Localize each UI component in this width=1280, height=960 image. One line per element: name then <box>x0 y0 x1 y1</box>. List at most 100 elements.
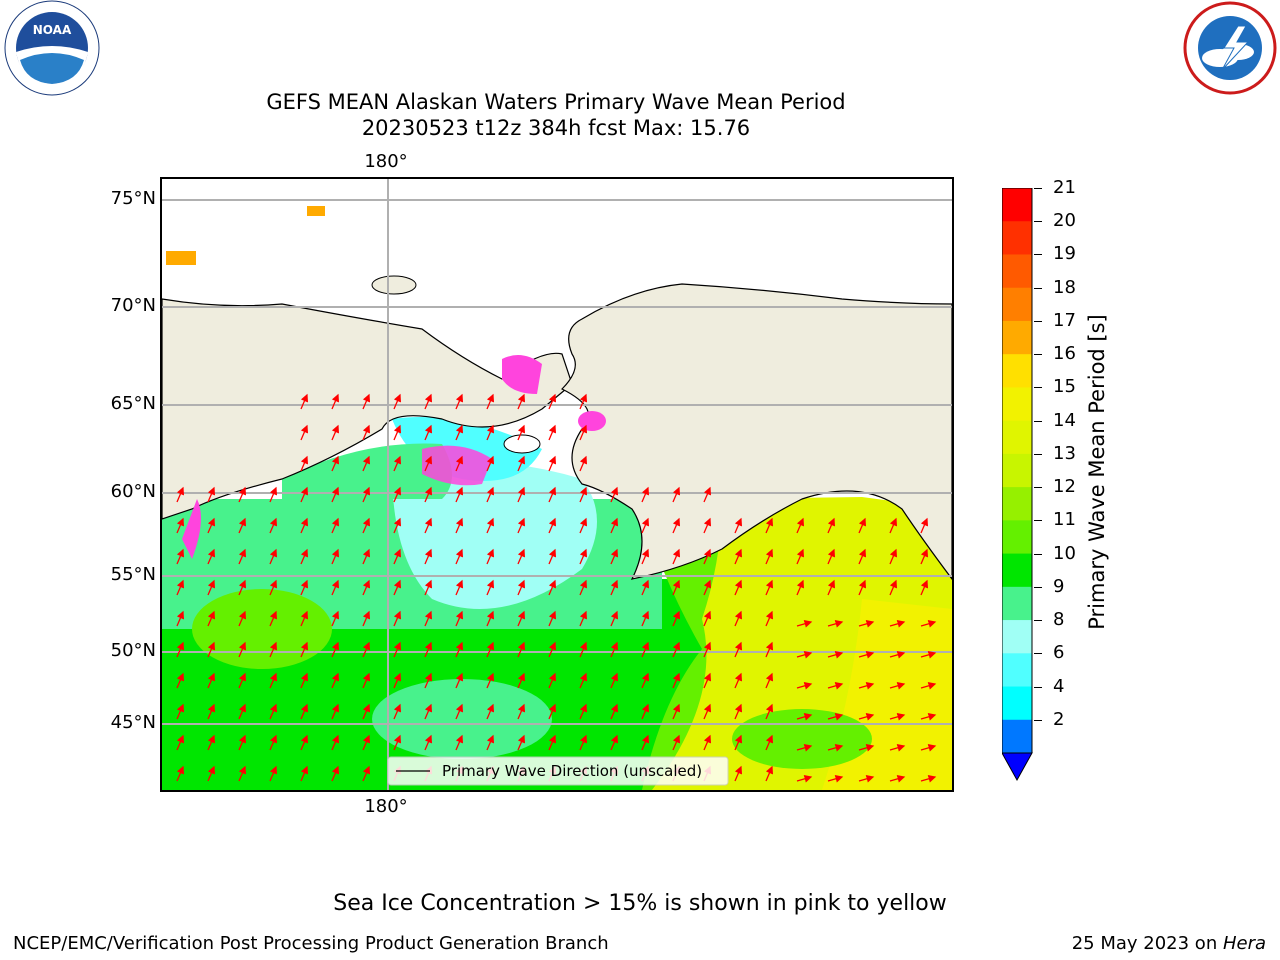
colorbar-tick-label: 21 <box>1053 177 1076 198</box>
wave-arrow <box>920 744 937 752</box>
wave-arrow <box>424 455 433 472</box>
wave-arrow <box>300 641 309 658</box>
wave-arrow <box>548 486 557 503</box>
wave-arrow <box>672 703 681 720</box>
colorbar-tick-label: 12 <box>1053 476 1076 498</box>
wave-arrow <box>393 548 402 565</box>
wave-arrow <box>393 672 402 689</box>
wave-arrow <box>889 775 906 783</box>
wave-arrow <box>300 517 309 534</box>
colorbar-tick-label: 8 <box>1053 609 1065 631</box>
colorbar-tick-label: 11 <box>1053 509 1076 531</box>
wave-arrow <box>548 517 557 534</box>
wave-arrow <box>455 672 464 689</box>
sea-ice-patch-west <box>166 251 196 265</box>
wave-arrow <box>424 486 433 503</box>
wave-arrow <box>455 455 464 472</box>
noaa-logo: NOAA <box>2 0 102 100</box>
wave-arrow <box>579 548 588 565</box>
wave-arrow <box>362 548 371 565</box>
wave-arrow <box>207 765 216 782</box>
wave-arrow <box>889 620 906 628</box>
wave-arrow <box>579 424 588 441</box>
wave-arrow <box>765 517 774 534</box>
wave-arrow <box>734 765 743 782</box>
wave-arrow <box>672 548 681 565</box>
colorbar-tick-label: 15 <box>1053 376 1076 398</box>
colorbar-outline <box>1001 187 1033 753</box>
wave-arrow <box>176 703 185 720</box>
wave-arrow <box>300 393 309 410</box>
wave-arrow <box>455 610 464 627</box>
wave-arrow <box>827 517 836 534</box>
lon-label-top: 180° <box>364 151 408 172</box>
wave-arrow <box>300 672 309 689</box>
sea-ice-note: Sea Ice Concentration > 15% is shown in … <box>333 891 947 916</box>
colorbar-tick-label: 4 <box>1053 675 1065 697</box>
wave-arrow <box>827 713 844 721</box>
wave-arrow <box>424 424 433 441</box>
wave-arrow <box>486 703 495 720</box>
map-panel: Primary Wave Direction (unscaled) <box>160 177 954 792</box>
wave-arrow <box>207 610 216 627</box>
wave-arrow <box>269 610 278 627</box>
colorbar-tick-mark <box>1034 254 1042 256</box>
wave-arrow <box>269 641 278 658</box>
wave-arrow <box>672 672 681 689</box>
wave-arrow <box>362 765 371 782</box>
wave-arrow <box>424 393 433 410</box>
legend-box <box>387 756 729 786</box>
wave-arrow <box>796 579 805 596</box>
wave-arrow <box>765 672 774 689</box>
wave-arrow <box>362 672 371 689</box>
wave-arrow <box>517 703 526 720</box>
wave-arrow <box>486 486 495 503</box>
colorbar-tick-label: 13 <box>1053 442 1076 464</box>
wave-arrow <box>362 393 371 410</box>
wave-arrow <box>703 579 712 596</box>
wave-arrow <box>393 641 402 658</box>
colorbar-tick-label: 16 <box>1053 343 1076 365</box>
wave-arrow <box>796 713 813 721</box>
wave-arrow <box>672 517 681 534</box>
wave-arrow <box>827 620 844 628</box>
wave-arrow <box>455 517 464 534</box>
wave-arrow <box>393 424 402 441</box>
colorbar-segment <box>1002 653 1032 688</box>
sea-ice-bering <box>422 445 492 486</box>
wave-arrow <box>703 548 712 565</box>
wave-arrow <box>300 765 309 782</box>
colorbar-tick-mark <box>1034 487 1042 489</box>
wave-arrow <box>424 579 433 596</box>
wave-arrow <box>765 765 774 782</box>
wave-arrow <box>238 548 247 565</box>
wave-arrow <box>610 734 619 751</box>
wave-arrow <box>393 610 402 627</box>
wave-arrow <box>517 610 526 627</box>
wave-arrow <box>486 734 495 751</box>
wave-arrow <box>238 517 247 534</box>
wave-arrow <box>176 486 185 503</box>
footer-host: Hera <box>1222 933 1266 954</box>
lat-label-75: 75°N <box>110 188 156 209</box>
colorbar-tick-mark <box>1034 453 1042 455</box>
wave-arrow <box>238 734 247 751</box>
wave-arrow <box>765 734 774 751</box>
colorbar-graphic <box>1001 187 1033 782</box>
wave-arrow <box>300 579 309 596</box>
wave-arrow <box>207 517 216 534</box>
wave-arrow <box>517 393 526 410</box>
wave-arrow <box>548 579 557 596</box>
wave-arrow <box>424 734 433 751</box>
colorbar-segment <box>1002 487 1032 521</box>
wave-arrow <box>579 517 588 534</box>
wave-arrow <box>393 455 402 472</box>
wave-arrow <box>579 486 588 503</box>
wave-arrow <box>827 744 844 752</box>
wave-arrow <box>579 641 588 658</box>
wave-arrow <box>207 734 216 751</box>
wave-arrow <box>827 579 836 596</box>
wave-arrow <box>796 620 813 628</box>
wave-arrow <box>300 610 309 627</box>
wave-arrow <box>517 672 526 689</box>
